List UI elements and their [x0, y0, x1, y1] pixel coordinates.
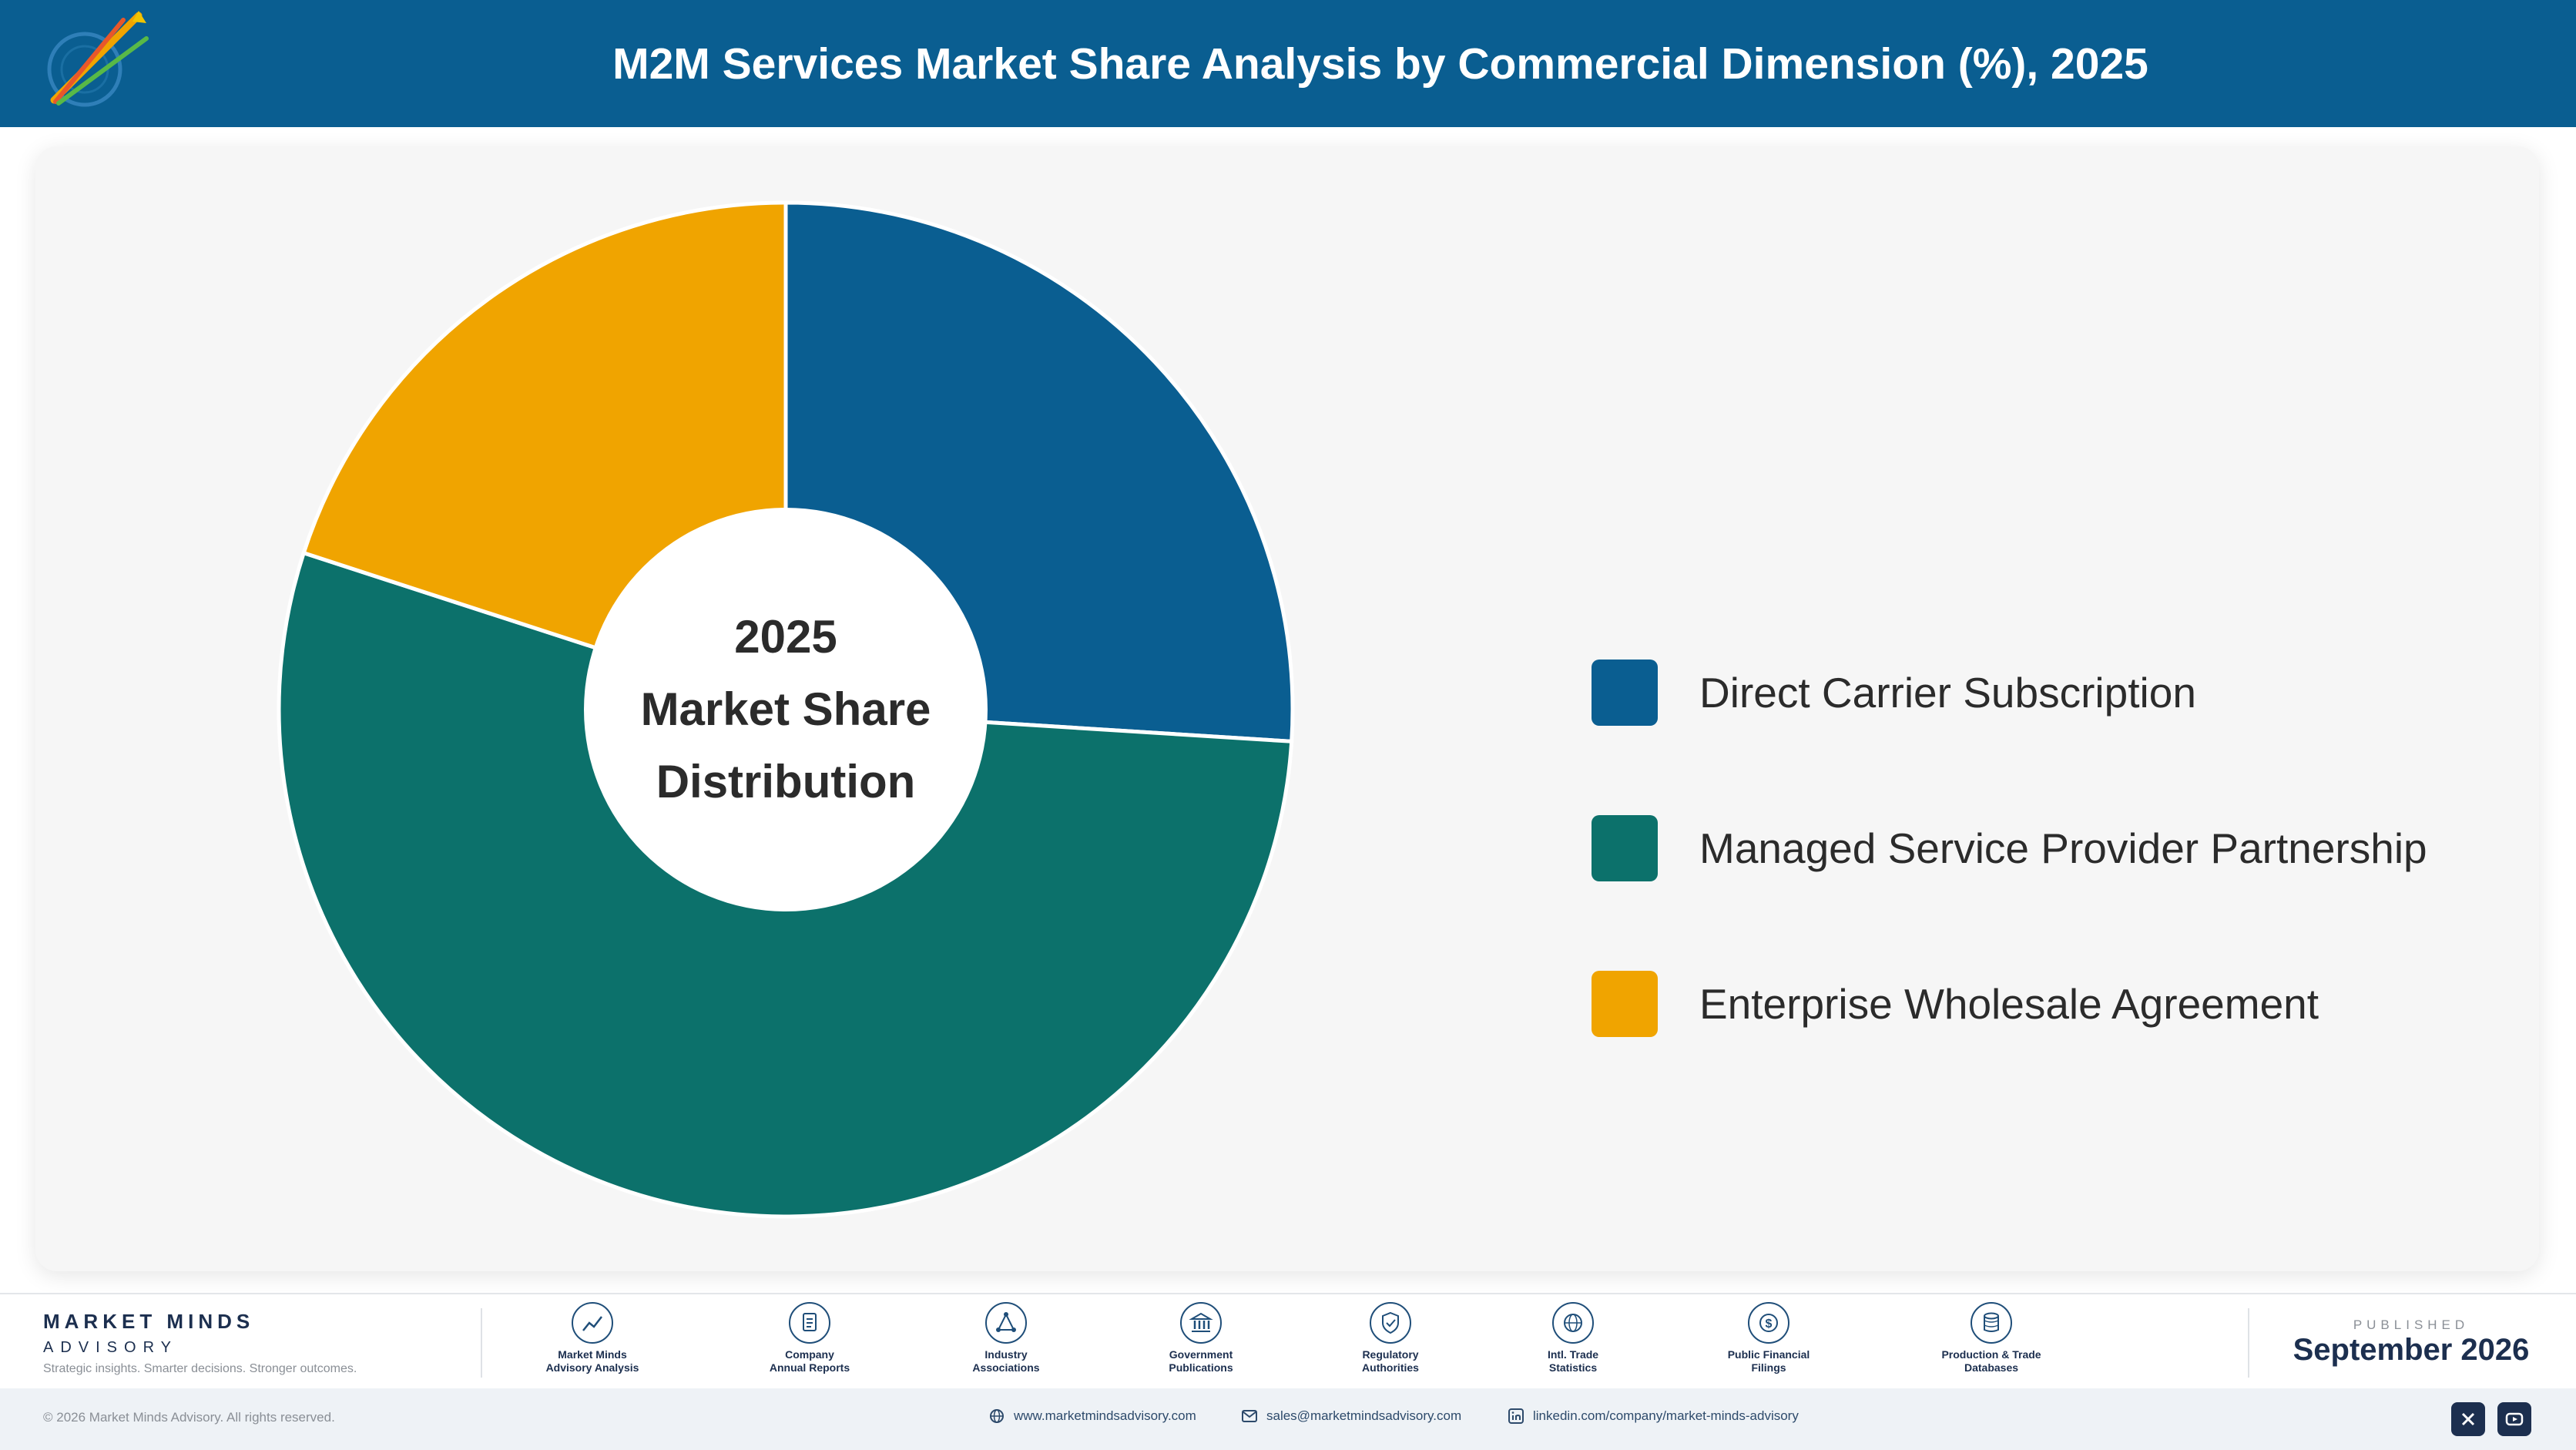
chart-panel: 2025 Market Share Distribution Direct Carr…	[35, 146, 2539, 1271]
donut-hole	[584, 508, 988, 911]
database-icon	[1971, 1302, 2012, 1344]
shield-icon	[1370, 1302, 1411, 1344]
footer-divider-right	[2248, 1308, 2249, 1378]
published-label: PUBLISHED	[2353, 1317, 2470, 1332]
donut-chart: 2025 Market Share Distribution	[277, 200, 1295, 1219]
legend-swatch	[1592, 660, 1658, 726]
source-item: Production & Trade Databases	[1914, 1302, 2068, 1374]
linkedin-icon	[1508, 1408, 1524, 1424]
brand-name: MARKET MINDS	[43, 1310, 255, 1333]
brand-subtitle: ADVISORY	[43, 1339, 178, 1356]
website-text: www.marketmindsadvisory.com	[1014, 1408, 1196, 1423]
chart-legend: Direct Carrier Subscription Managed Servi…	[1592, 659, 2427, 1126]
copyright-text: © 2026 Market Minds Advisory. All rights…	[43, 1410, 335, 1425]
brand-tagline: Strategic insights. Smarter decisions. S…	[43, 1362, 357, 1375]
linkedin-text: linkedin.com/company/market-minds-adviso…	[1533, 1408, 1799, 1423]
source-item: Intl. Trade Statistics	[1496, 1302, 1650, 1374]
footer: MARKET MINDS ADVISORY Strategic insights…	[0, 1294, 2576, 1388]
footer-divider-left	[481, 1308, 482, 1378]
source-item: Company Annual Reports	[733, 1302, 887, 1374]
mail-icon	[1242, 1410, 1257, 1422]
x-social-button[interactable]	[2451, 1402, 2485, 1436]
trend-icon	[572, 1302, 613, 1344]
bottom-bar: © 2026 Market Minds Advisory. All rights…	[0, 1388, 2576, 1450]
source-item: Industry Associations	[929, 1302, 1083, 1374]
legend-item: Managed Service Provider Partnership	[1592, 814, 2427, 882]
legend-item: Enterprise Wholesale Agreement	[1592, 970, 2427, 1038]
globe-icon	[1552, 1302, 1594, 1344]
network-icon	[985, 1302, 1027, 1344]
source-item: Regulatory Authorities	[1313, 1302, 1467, 1374]
email-text: sales@marketmindsadvisory.com	[1266, 1408, 1462, 1423]
legend-swatch	[1592, 815, 1658, 881]
linkedin-link[interactable]: linkedin.com/company/market-minds-adviso…	[1508, 1408, 1799, 1424]
center-label-line: Market Share	[641, 683, 931, 735]
building-icon	[1180, 1302, 1222, 1344]
source-label: Production & Trade Databases	[1941, 1348, 2041, 1374]
center-label-line: Distribution	[656, 756, 916, 807]
source-item: Government Publications	[1124, 1302, 1278, 1374]
legend-item: Direct Carrier Subscription	[1592, 659, 2427, 727]
dollar-icon: $	[1748, 1302, 1789, 1344]
legend-swatch	[1592, 971, 1658, 1037]
page-title: M2M Services Market Share Analysis by Co…	[612, 39, 2148, 89]
data-sources: Market Minds Advisory Analysis Company An…	[546, 1302, 2195, 1387]
source-label: Government Publications	[1169, 1348, 1233, 1374]
source-label: Industry Associations	[972, 1348, 1040, 1374]
globe-icon	[990, 1409, 1004, 1423]
x-icon	[2461, 1412, 2475, 1426]
youtube-social-button[interactable]	[2497, 1402, 2531, 1436]
email-link[interactable]: sales@marketmindsadvisory.com	[1242, 1408, 1461, 1424]
youtube-icon	[2505, 1412, 2524, 1426]
source-item: $ Public Financial Filings	[1692, 1302, 1846, 1374]
svg-text:$: $	[1766, 1317, 1773, 1331]
legend-label: Managed Service Provider Partnership	[1699, 824, 2427, 872]
website-link[interactable]: www.marketmindsadvisory.com	[989, 1408, 1196, 1424]
source-label: Company Annual Reports	[769, 1348, 850, 1374]
source-label: Intl. Trade Statistics	[1547, 1348, 1599, 1374]
document-icon	[789, 1302, 830, 1344]
legend-label: Enterprise Wholesale Agreement	[1699, 980, 2319, 1028]
footer-divider	[0, 1293, 2576, 1294]
published-date: September 2026	[2293, 1333, 2530, 1367]
header-bar: M2M Services Market Share Analysis by Co…	[0, 0, 2576, 127]
source-label: Market Minds Advisory Analysis	[545, 1348, 639, 1374]
legend-label: Direct Carrier Subscription	[1699, 669, 2196, 717]
source-label: Public Financial Filings	[1727, 1348, 1810, 1374]
company-logo	[47, 11, 149, 107]
source-label: Regulatory Authorities	[1362, 1348, 1419, 1374]
center-label-line: 2025	[734, 611, 837, 663]
source-item: Market Minds Advisory Analysis	[515, 1302, 669, 1374]
